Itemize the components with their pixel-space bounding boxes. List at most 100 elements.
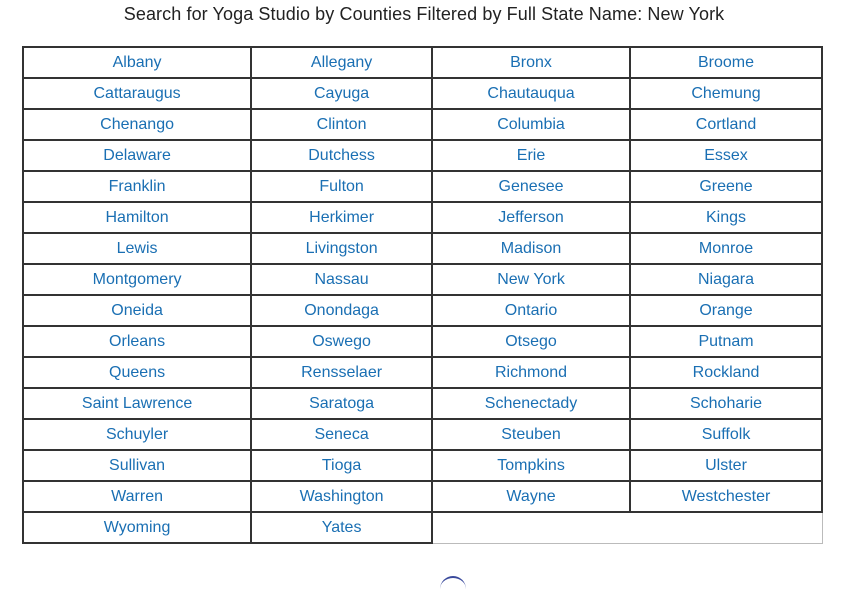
county-link[interactable]: Schuyler	[105, 425, 169, 443]
county-cell: Schuyler	[21, 418, 253, 451]
page-title: Search for Yoga Studio by Counties Filte…	[123, 4, 725, 24]
county-link[interactable]: Hamilton	[105, 208, 169, 226]
county-link[interactable]: Cortland	[695, 115, 757, 133]
county-link[interactable]: Warren	[111, 487, 163, 505]
table-row: Warren Washington Wayne Westchester	[21, 480, 823, 513]
county-cell: Putnam	[629, 325, 823, 358]
table-row: Schuyler Seneca Steuben Suffolk	[21, 418, 823, 451]
county-cell: Niagara	[629, 263, 823, 296]
county-link[interactable]: Chemung	[691, 84, 761, 102]
county-cell: Yates	[250, 511, 434, 544]
county-link[interactable]: Tioga	[321, 456, 362, 474]
county-cell: Ontario	[431, 294, 632, 327]
county-link[interactable]: Kings	[705, 208, 747, 226]
county-link[interactable]: Westchester	[681, 487, 771, 505]
table-row: Orleans Oswego Otsego Putnam	[21, 325, 823, 358]
county-link[interactable]: Oneida	[111, 301, 163, 319]
county-cell: Rensselaer	[250, 356, 434, 389]
county-cell: Saratoga	[250, 387, 434, 420]
county-link[interactable]: Orange	[699, 301, 753, 319]
county-link[interactable]: Delaware	[103, 146, 171, 164]
county-link[interactable]: Wyoming	[103, 518, 171, 536]
county-link[interactable]: New York	[497, 270, 565, 288]
county-cell: Wayne	[431, 480, 632, 513]
county-link[interactable]: Albany	[112, 53, 162, 71]
county-link[interactable]: Rensselaer	[301, 363, 383, 381]
county-link[interactable]: Queens	[109, 363, 166, 381]
table-row: Franklin Fulton Genesee Greene	[21, 170, 823, 203]
county-cell: Westchester	[629, 480, 823, 513]
county-link[interactable]: Putnam	[698, 332, 754, 350]
county-link[interactable]: Livingston	[305, 239, 378, 257]
county-cell: Queens	[21, 356, 253, 389]
county-link[interactable]: Allegany	[310, 53, 373, 71]
county-cell: Schoharie	[629, 387, 823, 420]
county-link[interactable]: Saratoga	[309, 394, 375, 412]
county-link[interactable]: Greene	[699, 177, 753, 195]
county-cell: Monroe	[629, 232, 823, 265]
county-link[interactable]: Schoharie	[689, 394, 763, 412]
county-link[interactable]: Erie	[516, 146, 546, 164]
county-link[interactable]: Lewis	[116, 239, 158, 257]
county-link[interactable]: Montgomery	[92, 270, 182, 288]
county-cell: Richmond	[431, 356, 632, 389]
county-cell: Nassau	[250, 263, 434, 296]
county-link[interactable]: Nassau	[314, 270, 369, 288]
county-link[interactable]: Rockland	[692, 363, 760, 381]
county-link[interactable]: Columbia	[497, 115, 565, 133]
county-link[interactable]: Niagara	[697, 270, 755, 288]
county-link[interactable]: Chenango	[100, 115, 174, 133]
county-link[interactable]: Suffolk	[701, 425, 751, 443]
county-link[interactable]: Schenectady	[484, 394, 578, 412]
county-link[interactable]: Broome	[697, 53, 755, 71]
county-cell: Livingston	[250, 232, 434, 265]
county-cell: Cortland	[629, 108, 823, 141]
county-link[interactable]: Yates	[321, 518, 362, 536]
county-link[interactable]: Monroe	[698, 239, 754, 257]
county-link[interactable]: Steuben	[501, 425, 561, 443]
county-link[interactable]: Jefferson	[498, 208, 564, 226]
county-cell: Greene	[629, 170, 823, 203]
county-cell: Cayuga	[250, 77, 434, 110]
county-link[interactable]: Bronx	[510, 53, 552, 71]
county-link[interactable]: Dutchess	[308, 146, 375, 164]
county-link[interactable]: Cattaraugus	[93, 84, 181, 102]
county-link[interactable]: Essex	[704, 146, 748, 164]
county-link[interactable]: Sullivan	[109, 456, 166, 474]
county-link[interactable]: Chautauqua	[487, 84, 575, 102]
county-link[interactable]: Fulton	[319, 177, 364, 195]
county-link[interactable]: Tompkins	[497, 456, 565, 474]
table-row: Cattaraugus Cayuga Chautauqua Chemung	[21, 77, 823, 110]
county-link[interactable]: Oswego	[312, 332, 371, 350]
county-link[interactable]: Washington	[299, 487, 384, 505]
county-link[interactable]: Genesee	[498, 177, 564, 195]
county-cell: Steuben	[431, 418, 632, 451]
county-link[interactable]: Otsego	[505, 332, 557, 350]
county-link[interactable]: Richmond	[495, 363, 568, 381]
county-link[interactable]: Orleans	[109, 332, 166, 350]
county-cell: Clinton	[250, 108, 434, 141]
county-cell: Hamilton	[21, 201, 253, 234]
county-cell: Madison	[431, 232, 632, 265]
county-link[interactable]: Franklin	[108, 177, 166, 195]
county-link[interactable]: Saint Lawrence	[81, 394, 193, 412]
county-link[interactable]: Seneca	[314, 425, 369, 443]
county-cell: Chemung	[629, 77, 823, 110]
county-cell: Albany	[21, 46, 253, 79]
county-cell: Franklin	[21, 170, 253, 203]
county-link[interactable]: Clinton	[316, 115, 367, 133]
county-link[interactable]: Onondaga	[304, 301, 379, 319]
county-link[interactable]: Madison	[500, 239, 562, 257]
county-link[interactable]: Herkimer	[309, 208, 375, 226]
county-link[interactable]: Cayuga	[314, 84, 370, 102]
table-row: Hamilton Herkimer Jefferson Kings	[21, 201, 823, 234]
county-cell: Wyoming	[21, 511, 253, 544]
county-link[interactable]: Ontario	[504, 301, 558, 319]
county-cell: Montgomery	[21, 263, 253, 296]
table-row: Oneida Onondaga Ontario Orange	[21, 294, 823, 327]
county-cell: Washington	[250, 480, 434, 513]
county-cell: Chenango	[21, 108, 253, 141]
county-link[interactable]: Wayne	[506, 487, 556, 505]
county-cell: Allegany	[250, 46, 434, 79]
county-link[interactable]: Ulster	[705, 456, 747, 474]
